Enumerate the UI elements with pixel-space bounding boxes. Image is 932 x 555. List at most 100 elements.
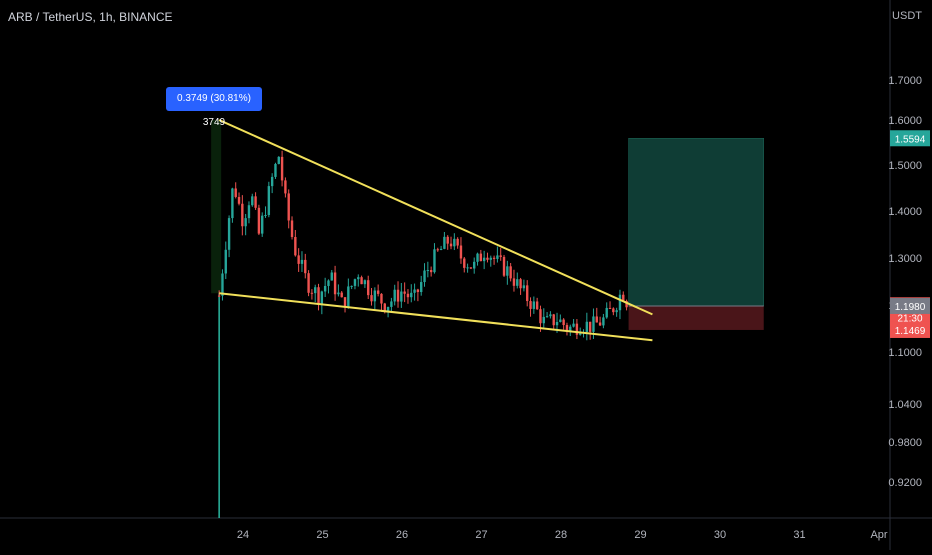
- candle-body: [317, 287, 320, 305]
- candle-body: [393, 289, 396, 302]
- profit-zone: [628, 138, 764, 307]
- candle-body: [545, 316, 549, 318]
- candle-body: [439, 248, 443, 250]
- x-tick-label: 31: [793, 529, 805, 541]
- candle-body: [466, 267, 469, 269]
- candle-body: [492, 257, 496, 259]
- candle-body: [453, 238, 456, 247]
- candle-body: [304, 259, 307, 274]
- candle-body: [469, 267, 473, 269]
- candle-body: [383, 303, 386, 312]
- candle-body: [572, 323, 575, 327]
- candle-body: [241, 203, 244, 227]
- measure-label: 0.3749 (30.81%) 3749: [166, 87, 262, 128]
- candle-body: [476, 253, 479, 262]
- candle-body: [257, 207, 261, 234]
- upper-trendline: [218, 119, 653, 316]
- y-tick-label: 1.5000: [888, 160, 922, 172]
- candle-body: [486, 257, 489, 260]
- candle-body: [247, 205, 251, 219]
- candle-body: [502, 256, 506, 276]
- candle-body: [386, 306, 390, 312]
- candle-body: [300, 259, 304, 264]
- candle-body: [416, 289, 420, 293]
- candle-body: [489, 257, 492, 260]
- candle-body: [512, 278, 516, 286]
- candle-body: [529, 301, 532, 309]
- x-tick-label: Apr: [870, 529, 887, 541]
- candle-body: [380, 293, 383, 304]
- candle-body: [622, 294, 625, 301]
- candle-body: [347, 286, 350, 308]
- candle-body: [516, 279, 519, 286]
- price-tag: [890, 297, 930, 314]
- candle-body: [343, 297, 347, 308]
- candle-body: [555, 321, 559, 326]
- candle-body: [367, 280, 370, 296]
- candle-body: [307, 273, 310, 293]
- candle-body: [559, 319, 562, 322]
- candle-body: [588, 321, 592, 332]
- y-tick-label: 1.0400: [888, 399, 922, 411]
- price-tag: [890, 130, 930, 147]
- candle-body: [333, 272, 337, 295]
- y-tick-label: 1.3000: [888, 253, 922, 265]
- candle-body: [443, 236, 446, 249]
- candle-body: [618, 294, 622, 311]
- measure-range-box: [211, 120, 222, 294]
- candle-body: [403, 291, 406, 294]
- candle-body: [284, 180, 287, 194]
- candle-body: [261, 215, 264, 234]
- candle-body: [294, 236, 297, 256]
- candle-body: [522, 285, 526, 289]
- candle-body: [251, 196, 254, 206]
- y-tick-label: 1.7000: [888, 75, 922, 87]
- candle-body: [459, 245, 463, 259]
- symbol-title: ARB / TetherUS, 1h, BINANCE: [8, 10, 173, 24]
- candle-body: [337, 292, 340, 295]
- candle-body: [463, 258, 466, 268]
- y-tick-label: 1.4000: [888, 206, 922, 218]
- candle-body: [267, 186, 271, 215]
- x-tick-label: 26: [396, 529, 408, 541]
- candle-body: [562, 319, 565, 326]
- candle-body: [608, 307, 612, 309]
- candle-body: [595, 316, 598, 323]
- price-tag-label: 1.1469: [895, 326, 926, 337]
- y-tick-label: 1.6000: [888, 115, 922, 127]
- candle-body: [353, 279, 357, 286]
- lower-trendline: [219, 292, 653, 342]
- candle-body: [426, 270, 430, 272]
- candle-body: [254, 196, 257, 208]
- y-tick-label: 0.9200: [888, 477, 922, 489]
- candle-body: [373, 290, 377, 302]
- candle-body: [360, 277, 363, 285]
- candle-body: [615, 310, 618, 313]
- candle-body: [340, 292, 343, 298]
- candle-body: [264, 214, 267, 216]
- candle-body: [410, 292, 413, 298]
- x-tick-label: 30: [714, 529, 726, 541]
- candle-body: [330, 272, 333, 281]
- candle-body: [602, 317, 605, 326]
- candle-body: [420, 282, 423, 293]
- candle-body: [237, 196, 241, 204]
- candle-body: [446, 236, 449, 244]
- candle-body: [297, 255, 300, 264]
- candle-body: [436, 249, 439, 251]
- y-tick-label: 0.9800: [888, 437, 922, 449]
- candle-body: [579, 333, 582, 335]
- candle-body: [274, 163, 277, 177]
- candle-body: [280, 156, 284, 181]
- candle-body: [224, 249, 227, 274]
- candle-body: [565, 325, 569, 331]
- price-tag-label: 1.5594: [895, 134, 926, 145]
- candle-body: [290, 220, 294, 237]
- candle-body: [532, 301, 536, 309]
- candle-body: [231, 188, 234, 219]
- candle-body: [539, 309, 542, 324]
- candle-body: [625, 300, 628, 308]
- candle-body: [400, 291, 403, 302]
